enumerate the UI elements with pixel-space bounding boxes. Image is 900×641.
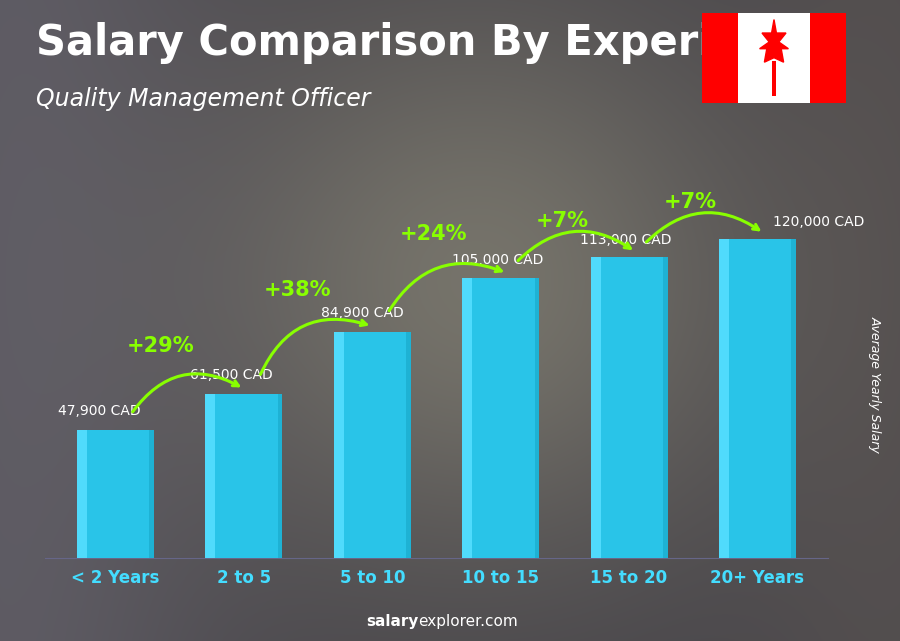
Text: +24%: +24% [400, 224, 468, 244]
Bar [791, 238, 796, 558]
Polygon shape [760, 20, 788, 62]
Bar [590, 257, 600, 558]
Bar [463, 278, 473, 558]
Text: 105,000 CAD: 105,000 CAD [452, 253, 544, 267]
Bar [590, 257, 668, 558]
Bar [334, 332, 410, 558]
Bar [334, 332, 344, 558]
Text: +7%: +7% [536, 211, 589, 231]
Text: +38%: +38% [264, 279, 331, 300]
Bar [77, 430, 87, 558]
Bar [278, 394, 283, 558]
Bar [771, 61, 777, 96]
Text: +29%: +29% [127, 336, 194, 356]
Bar [205, 394, 283, 558]
Text: +7%: +7% [664, 192, 717, 212]
Text: 84,900 CAD: 84,900 CAD [321, 306, 404, 320]
Bar [535, 278, 539, 558]
Bar [663, 257, 668, 558]
Bar [719, 238, 729, 558]
Bar [149, 430, 154, 558]
Bar [463, 278, 539, 558]
Text: salary: salary [366, 615, 418, 629]
Bar [702, 13, 738, 103]
Bar [205, 394, 215, 558]
Bar [810, 13, 846, 103]
Text: Quality Management Officer: Quality Management Officer [36, 87, 371, 110]
Bar [77, 430, 154, 558]
Text: Average Yearly Salary: Average Yearly Salary [868, 316, 881, 453]
Text: explorer.com: explorer.com [418, 615, 518, 629]
Bar [719, 238, 796, 558]
Text: 113,000 CAD: 113,000 CAD [580, 233, 671, 247]
Text: Salary Comparison By Experience: Salary Comparison By Experience [36, 22, 824, 65]
Bar [406, 332, 410, 558]
Text: 47,900 CAD: 47,900 CAD [58, 404, 140, 419]
Text: 61,500 CAD: 61,500 CAD [190, 368, 273, 382]
Text: 120,000 CAD: 120,000 CAD [773, 215, 864, 229]
